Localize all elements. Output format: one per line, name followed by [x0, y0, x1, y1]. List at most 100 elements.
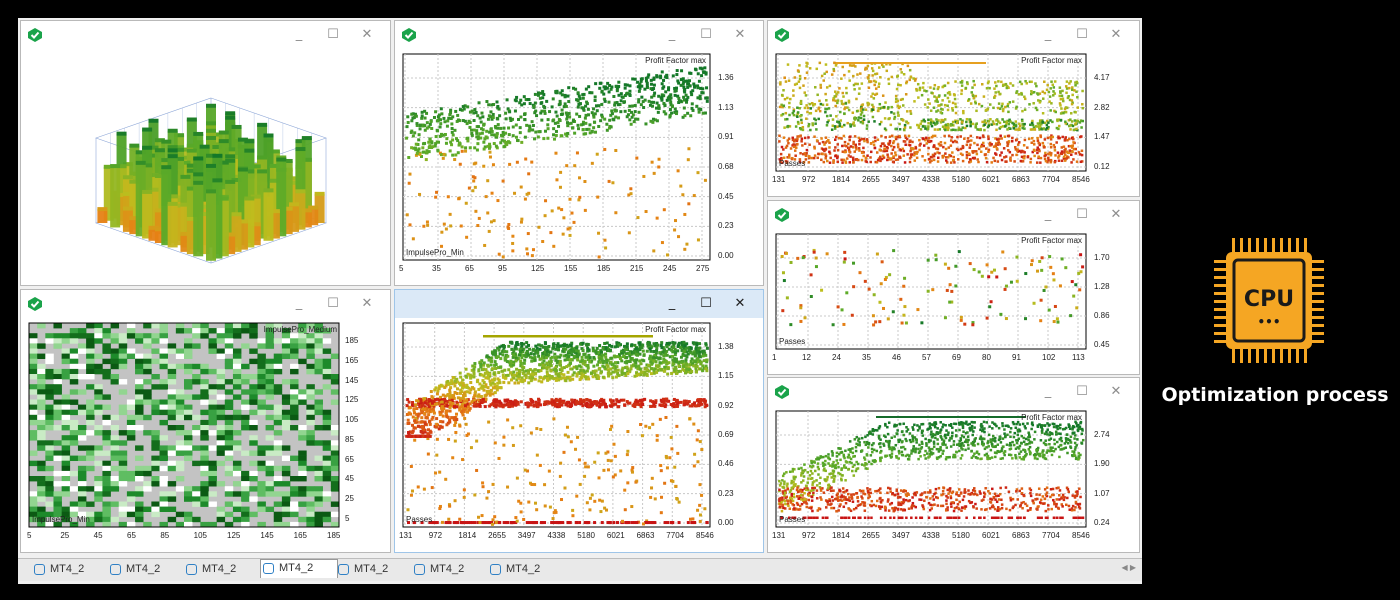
x-tick-label: 57 [922, 353, 931, 362]
window-titlebar[interactable]: _ ☐ ✕ [768, 201, 1139, 229]
close-button[interactable]: ✕ [1110, 27, 1122, 42]
chart-window-passes-bottom[interactable]: _ ☐ ✕ 131 972 1814 2655 3497 4338 5180 6021 6863… [767, 377, 1140, 553]
y-tick-label: 0.00 [718, 251, 734, 260]
chart-area[interactable]: 131 972 1814 2655 3497 4338 5180 6021 6863 7704 85… [399, 320, 758, 547]
y-tick-label: 0.23 [718, 221, 734, 231]
app-logo-icon [28, 28, 42, 42]
chart-area[interactable]: 5 35 65 95 125 155 185 215 245 275 1.36 1.13 0.91 0.6… [399, 51, 758, 280]
surface-bars [97, 103, 325, 261]
chart-tab[interactable]: MT4_2 [108, 561, 184, 578]
close-button[interactable]: ✕ [1110, 207, 1122, 222]
minimize-button[interactable]: _ [295, 296, 303, 311]
axis-label: Passes [779, 515, 806, 524]
axis-label-top: ImpulsePro_Medium [263, 325, 337, 334]
chart-window-passes-main[interactable]: _ ☐ ✕ 131 972 1814 2655 3497 4338 5180 6021 6863… [394, 289, 764, 553]
scatter-plot [402, 322, 711, 528]
maximize-button[interactable]: ☐ [700, 27, 712, 42]
y-tick-label: 2.82 [1094, 102, 1110, 112]
chart-window-heatmap[interactable]: _ ☐ ✕ 185 165 145 125 105 85 65 45 25 5 5 25 45 65 85 1… [20, 289, 391, 553]
x-tick-label: 125 [531, 264, 545, 273]
minimize-button[interactable]: _ [668, 27, 676, 42]
chart-tab-label: MT4_2 [506, 563, 541, 575]
chart-window-passes-top[interactable]: _ ☐ ✕ 131 972 1814 2655 3497 4338 5180 6021 6863… [767, 20, 1140, 197]
scatter-points [778, 420, 1085, 520]
x-tick-label: 35 [862, 353, 871, 362]
window-titlebar[interactable]: _ ☐ ✕ [768, 21, 1139, 49]
chart-tab[interactable]: MT4_2 [32, 561, 108, 578]
axis-label: Passes [406, 515, 433, 524]
window-titlebar[interactable]: _ ☐ ✕ [21, 21, 390, 49]
chart-tab-icon [186, 564, 197, 575]
chart-tab[interactable]: MT4_2 [184, 561, 260, 578]
maximize-button[interactable]: ☐ [1076, 207, 1088, 222]
x-tick-label: 65 [127, 531, 136, 540]
y-tick-label: 1.36 [718, 73, 734, 82]
window-titlebar[interactable]: _ ☐ ✕ [395, 290, 763, 318]
x-tick-label: 155 [564, 264, 578, 273]
chart-tab[interactable]: MT4_2 [488, 561, 564, 578]
y-tick-label: 65 [345, 454, 354, 464]
close-button[interactable]: ✕ [734, 296, 746, 311]
chart-area[interactable]: 131 972 1814 2655 3497 4338 5180 6021 6863 7704 85… [772, 408, 1134, 547]
x-tick-label: 35 [432, 264, 441, 273]
minimize-button[interactable]: _ [1044, 384, 1052, 399]
chart-window-3d[interactable]: _ ☐ ✕ [20, 20, 391, 286]
chart-tab[interactable]: MT4_2 [336, 561, 412, 578]
minimize-button[interactable]: _ [1044, 27, 1052, 42]
chart-window-scatter-impulse[interactable]: _ ☐ ✕ 5 35 65 95 125 155 185 215 245 275 1.36 1.13 0… [394, 20, 764, 286]
chart-tab[interactable]: MT4_2 [412, 561, 488, 578]
x-tick-label: 2655 [862, 175, 880, 184]
minimize-button[interactable]: _ [295, 27, 303, 42]
maximize-button[interactable]: ☐ [1076, 27, 1088, 42]
y-tick-label: 1.47 [1094, 132, 1110, 142]
x-tick-label: 65 [465, 264, 474, 273]
x-tick-label: 8546 [1072, 531, 1090, 540]
x-tick-label: 5180 [952, 531, 970, 540]
x-tick-label: 972 [802, 531, 816, 540]
x-tick-label: 80 [982, 353, 991, 362]
minimize-button[interactable]: _ [1044, 207, 1052, 222]
x-tick-label: 7704 [666, 531, 685, 540]
y-tick-label: 0.92 [718, 400, 734, 410]
y-tick-label: 125 [345, 395, 359, 405]
close-button[interactable]: ✕ [361, 27, 373, 42]
chart-title-label: Profit Factor max [1021, 413, 1082, 422]
x-tick-label: 7704 [1042, 531, 1060, 540]
chart-area[interactable]: 1 12 24 35 46 57 69 80 91 102 113 1.70 1.28 0.86 0.45 P… [772, 231, 1134, 369]
close-button[interactable]: ✕ [734, 27, 746, 42]
x-tick-label: 105 [193, 531, 208, 540]
x-tick-label: 95 [498, 264, 507, 273]
y-tick-label: 5 [345, 514, 350, 523]
chart-area[interactable] [26, 51, 385, 280]
chart-tab[interactable]: MT4_2 [260, 559, 338, 578]
maximize-button[interactable]: ☐ [327, 27, 339, 42]
chart-tab-label: MT4_2 [202, 563, 237, 575]
close-button[interactable]: ✕ [361, 296, 373, 311]
cpu-chip-icon: CPU ••• [1214, 238, 1324, 363]
maximize-button[interactable]: ☐ [1076, 384, 1088, 399]
chart-area[interactable]: 185 165 145 125 105 85 65 45 25 5 5 25 45 65 85 105 125 1… [26, 320, 385, 547]
x-tick-label: 972 [428, 531, 443, 540]
y-tick-label: 0.12 [1094, 162, 1110, 171]
chart-tab-label: MT4_2 [126, 563, 161, 575]
close-button[interactable]: ✕ [1110, 384, 1122, 399]
heatmap-plot [28, 322, 340, 528]
maximize-button[interactable]: ☐ [700, 296, 712, 311]
chart-tab-icon [490, 564, 501, 575]
app-logo-icon [775, 208, 789, 222]
window-titlebar[interactable]: _ ☐ ✕ [21, 290, 390, 318]
chart-window-passes-small[interactable]: _ ☐ ✕ 1 12 24 35 46 57 69 80 91 102 113 1.70 1.28 0.8… [767, 200, 1140, 375]
minimize-button[interactable]: _ [668, 296, 676, 311]
y-tick-label: 105 [345, 415, 359, 425]
window-titlebar[interactable]: _ ☐ ✕ [768, 378, 1139, 406]
chart-area[interactable]: 131 972 1814 2655 3497 4338 5180 6021 6863 7704 85… [772, 51, 1134, 191]
y-tick-label: 0.23 [718, 488, 734, 498]
app-logo-icon [28, 297, 42, 311]
chart-tab-bar: ◀ ▶ MT4_2 MT4_2 MT4_2 MT4_2 MT4_2 MT4_2 MT4_2 [18, 558, 1142, 581]
tab-scroll-arrows[interactable]: ◀ ▶ [1121, 563, 1136, 572]
x-tick-label: 3497 [892, 531, 910, 540]
x-tick-label: 25 [60, 531, 70, 540]
maximize-button[interactable]: ☐ [327, 296, 339, 311]
window-titlebar[interactable]: _ ☐ ✕ [395, 21, 763, 49]
y-tick-label: 1.15 [718, 371, 734, 381]
